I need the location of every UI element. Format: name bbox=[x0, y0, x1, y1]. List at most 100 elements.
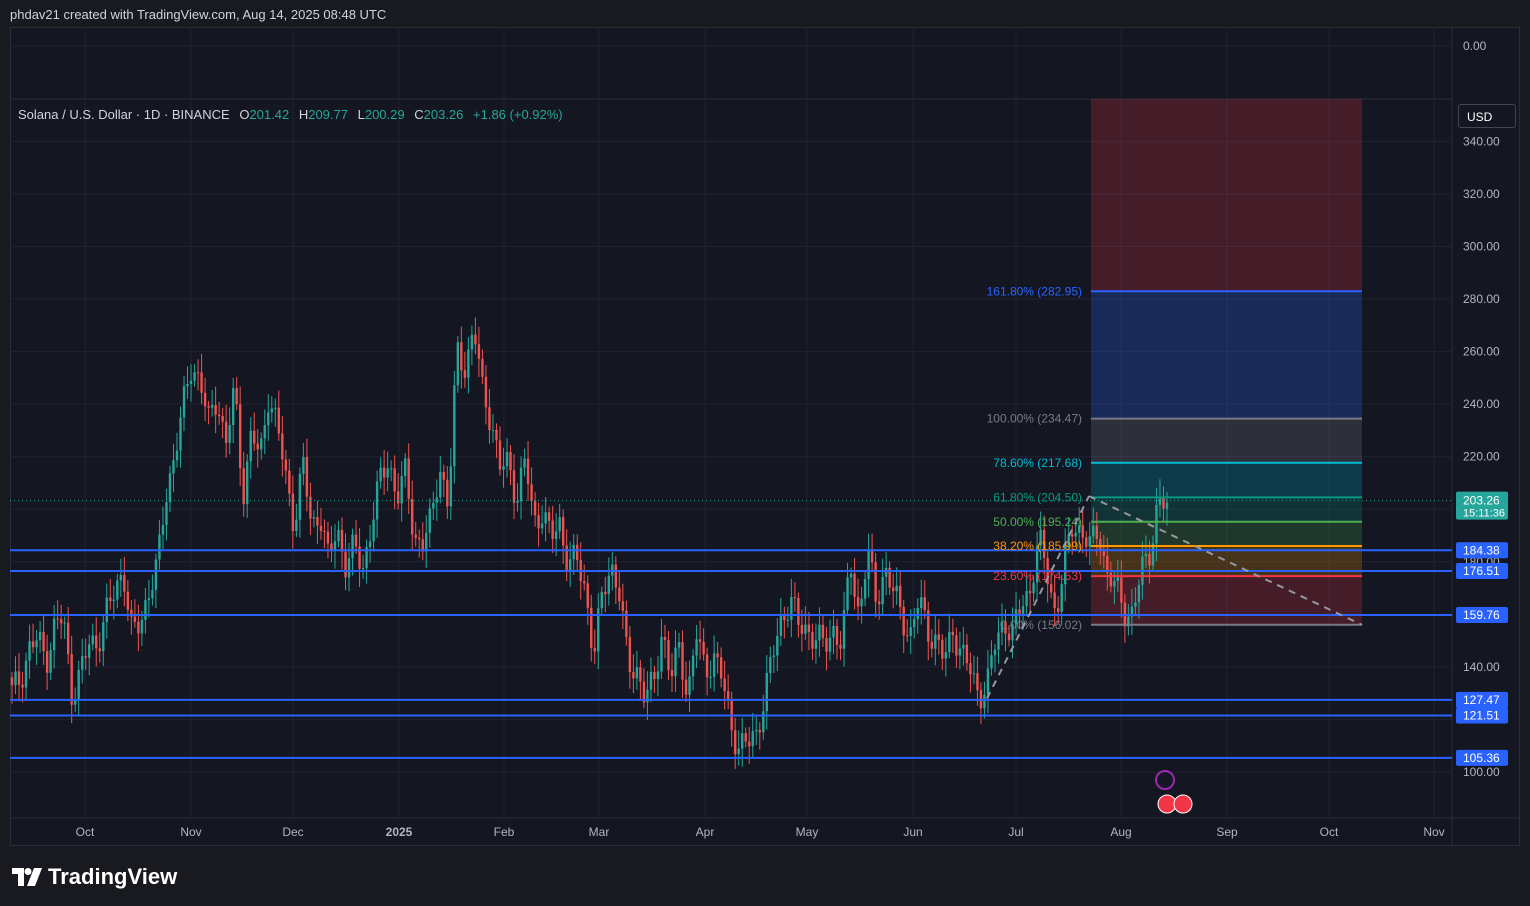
candle-body bbox=[168, 473, 172, 503]
candle-body bbox=[835, 625, 839, 645]
candle-body bbox=[425, 532, 428, 552]
us-flag-icon bbox=[1157, 794, 1177, 814]
candle-body bbox=[1018, 609, 1021, 614]
price-tick-label: 220.00 bbox=[1463, 450, 1500, 464]
symbol-name: Solana / U.S. Dollar · 1D · BINANCE bbox=[18, 107, 230, 122]
candle-body bbox=[1088, 536, 1091, 547]
candle-body bbox=[751, 731, 754, 747]
price-tick-label: 300.00 bbox=[1463, 240, 1500, 254]
candle-body bbox=[516, 501, 519, 503]
candle-body bbox=[319, 525, 323, 532]
candle-body bbox=[565, 545, 568, 572]
candle-body bbox=[73, 699, 77, 705]
candle-body bbox=[1081, 525, 1084, 538]
candle-body bbox=[400, 476, 403, 504]
price-tick-label: 260.00 bbox=[1463, 345, 1500, 359]
candle-body bbox=[347, 558, 351, 578]
fib-zone bbox=[1091, 418, 1362, 463]
candle-body bbox=[877, 601, 881, 605]
fib-level-label: 50.00% (195.24) bbox=[993, 515, 1082, 529]
candle-body bbox=[523, 458, 526, 468]
candle-body bbox=[554, 531, 558, 540]
candle-body bbox=[102, 622, 105, 652]
candle-body bbox=[88, 644, 91, 658]
candle-body bbox=[604, 591, 607, 595]
candle-body bbox=[428, 508, 431, 533]
currency-button[interactable]: USD bbox=[1458, 104, 1516, 128]
candle-body bbox=[944, 652, 948, 659]
candle-body bbox=[1144, 553, 1148, 557]
candle-body bbox=[804, 624, 807, 634]
candle-body bbox=[927, 610, 930, 642]
candle-body bbox=[509, 452, 512, 471]
candle-body bbox=[1056, 608, 1060, 612]
candle-body bbox=[463, 370, 467, 378]
candle-body bbox=[888, 567, 891, 588]
candle-body bbox=[1078, 525, 1081, 533]
us-flag-icon bbox=[1173, 794, 1193, 814]
candle-body bbox=[151, 589, 154, 599]
time-tick-label: Nov bbox=[180, 825, 201, 839]
fib-zones bbox=[1091, 99, 1362, 625]
candle-body bbox=[1102, 551, 1106, 556]
candle-body bbox=[284, 459, 288, 471]
candle-body bbox=[540, 523, 544, 529]
candle-body bbox=[842, 610, 846, 649]
candle-body bbox=[590, 607, 593, 648]
candle-body bbox=[358, 546, 361, 569]
candle-body bbox=[702, 642, 705, 655]
candle-body bbox=[586, 583, 589, 608]
candle-body bbox=[849, 573, 853, 578]
candle-body bbox=[281, 433, 284, 460]
candle-body bbox=[969, 663, 972, 675]
candle-body bbox=[758, 729, 761, 733]
candle-body bbox=[1042, 529, 1046, 558]
candle-body bbox=[200, 372, 203, 393]
candle-body bbox=[614, 564, 618, 588]
candle-body bbox=[860, 598, 863, 607]
candle-body bbox=[31, 641, 35, 648]
chart-grid bbox=[10, 27, 1520, 846]
candle-body bbox=[375, 481, 379, 520]
candle-body bbox=[839, 644, 842, 649]
candle-body bbox=[716, 653, 719, 658]
candle-body bbox=[1158, 496, 1162, 505]
candle-body bbox=[962, 644, 965, 649]
candle-body bbox=[361, 567, 365, 569]
support-price-badge bbox=[1456, 542, 1508, 559]
candle-body bbox=[923, 597, 926, 611]
candle-body bbox=[769, 657, 772, 673]
candle-body bbox=[1137, 584, 1141, 603]
fib-level-label: 0.00% (156.02) bbox=[1000, 618, 1082, 632]
candle-body bbox=[491, 429, 495, 431]
candle-body bbox=[1039, 529, 1042, 546]
fib-level-label: 100.00% (234.47) bbox=[987, 412, 1082, 426]
price-tick-label: 140.00 bbox=[1463, 660, 1500, 674]
candle-body bbox=[77, 669, 80, 700]
candle-body bbox=[719, 657, 723, 679]
candle-body bbox=[797, 598, 800, 625]
chart-credit: phdav21 created with TradingView.com, Au… bbox=[10, 7, 387, 22]
candle-body bbox=[825, 638, 828, 652]
support-price-label: 127.47 bbox=[1463, 693, 1500, 707]
candle-body bbox=[105, 597, 108, 623]
low-value: 200.29 bbox=[364, 107, 405, 122]
candle-body bbox=[1049, 584, 1053, 593]
candle-body bbox=[1109, 572, 1113, 587]
candle-body bbox=[1092, 525, 1095, 537]
candle-body bbox=[256, 443, 259, 450]
price-chart[interactable]: 161.80% (282.95) 100.00% (234.47) 78.60% (… bbox=[10, 27, 1520, 846]
candle-body bbox=[783, 614, 786, 621]
candle-body bbox=[56, 618, 59, 620]
candle-body bbox=[526, 458, 530, 485]
open-label: O bbox=[239, 107, 250, 122]
candle-body bbox=[91, 635, 94, 645]
candle-body bbox=[28, 641, 31, 661]
candle-body bbox=[354, 534, 358, 547]
candle-body bbox=[856, 596, 860, 607]
candle-body bbox=[291, 493, 295, 532]
candle-body bbox=[477, 344, 481, 359]
low-label: L bbox=[357, 107, 365, 122]
candle-body bbox=[460, 342, 463, 371]
candle-body bbox=[755, 729, 758, 732]
